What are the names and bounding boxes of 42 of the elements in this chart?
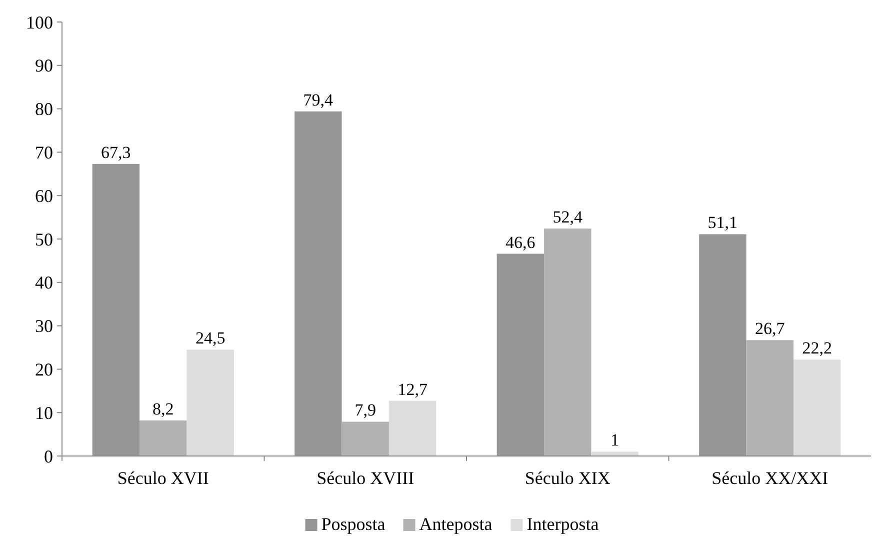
bar [591, 452, 638, 456]
bar [544, 228, 592, 456]
data-label: 1 [610, 430, 620, 450]
y-tick-label: 80 [35, 99, 53, 120]
y-tick-label: 100 [26, 12, 53, 32]
bar [699, 234, 746, 456]
y-tick-label: 50 [35, 229, 53, 250]
data-label: 52,4 [552, 208, 583, 227]
legend-label: Posposta [321, 514, 386, 534]
legend-label: Anteposta [419, 514, 492, 534]
data-label: 7,9 [354, 400, 376, 420]
bar [92, 164, 140, 456]
bar [186, 350, 234, 456]
bar [793, 360, 841, 456]
x-tick-label: Século XVIII [316, 468, 414, 488]
data-label: 22,2 [802, 338, 832, 358]
data-label: 12,7 [398, 380, 428, 399]
legend-label: Interposta [526, 514, 599, 534]
y-tick-label: 30 [35, 316, 53, 336]
x-tick-label: Século XVII [117, 468, 209, 488]
x-tick-label: Século XIX [524, 468, 610, 488]
data-label: 46,6 [506, 232, 536, 252]
data-label: 79,4 [303, 90, 334, 110]
bar [140, 420, 187, 456]
y-tick-label: 20 [35, 360, 53, 380]
y-tick-label: 60 [35, 186, 53, 206]
bar [294, 111, 342, 456]
y-tick-label: 90 [35, 56, 53, 76]
y-tick-label: 70 [35, 142, 53, 162]
bar [388, 400, 436, 456]
y-tick-label: 10 [35, 402, 53, 423]
bar [342, 422, 389, 456]
data-label: 51,1 [708, 213, 738, 232]
bar [746, 340, 794, 456]
y-tick-label: 0 [44, 446, 53, 466]
data-label: 24,5 [195, 328, 226, 348]
data-label: 67,3 [101, 142, 131, 162]
bar [496, 254, 544, 456]
y-tick-label: 40 [35, 272, 53, 293]
data-label: 26,7 [755, 319, 786, 338]
x-tick-label: Século XX/XXI [712, 468, 828, 488]
data-label: 8,2 [152, 399, 174, 418]
